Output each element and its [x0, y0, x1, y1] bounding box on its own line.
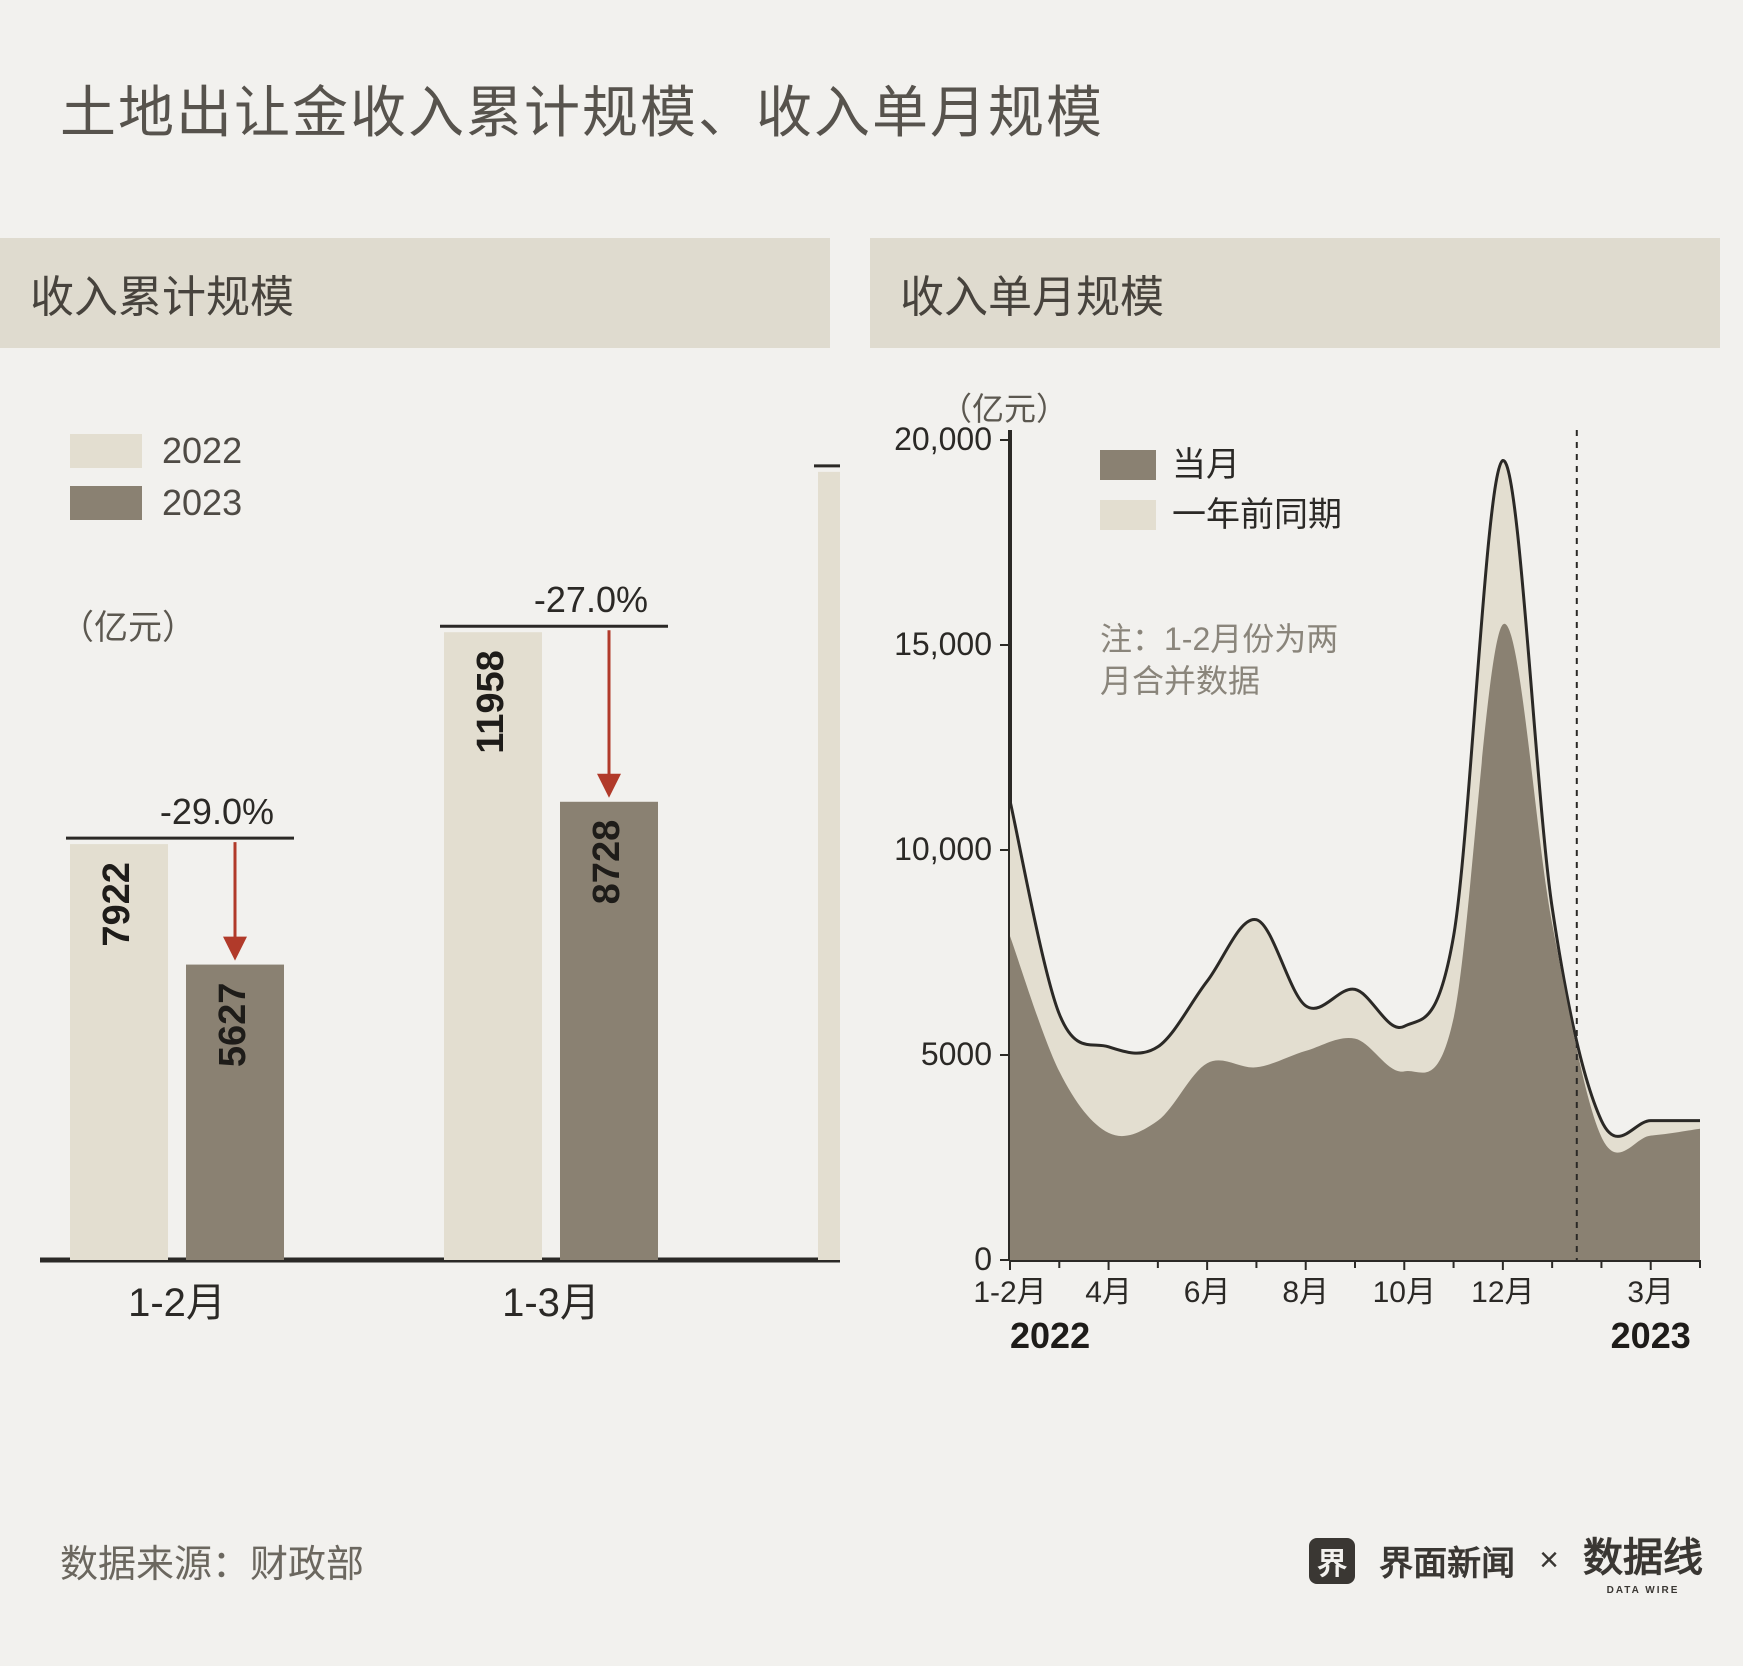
svg-text:5627: 5627	[212, 983, 254, 1068]
svg-text:11958: 11958	[470, 650, 512, 754]
svg-text:-27.0%: -27.0%	[534, 579, 648, 620]
jiemian-logo-icon: 界	[1309, 1538, 1355, 1584]
svg-text:（亿元）: （亿元）	[940, 391, 1068, 427]
data-source: 数据来源：财政部	[60, 1533, 1309, 1588]
footer: 数据来源：财政部 界 界面新闻 × 数据线 DATA WIRE	[60, 1525, 1703, 1596]
svg-text:1-2月: 1-2月	[128, 1281, 226, 1325]
svg-text:2022: 2022	[1010, 1315, 1090, 1356]
svg-text:2023: 2023	[1611, 1315, 1691, 1356]
footer-logos: 界 界面新闻 × 数据线 DATA WIRE	[1309, 1525, 1703, 1596]
area-chart-svg: 0500010,00015,00020,000（亿元）1-2月4月6月8月10月…	[870, 380, 1720, 1380]
datawire-sublabel: DATA WIRE	[1607, 1585, 1680, 1596]
svg-text:10,000: 10,000	[894, 831, 992, 867]
svg-text:0: 0	[974, 1241, 992, 1277]
svg-text:月合并数据: 月合并数据	[1100, 663, 1260, 699]
jiemian-label: 界面新闻	[1379, 1536, 1515, 1585]
bar-chart-svg: 79225627-29.0%1-2月119588728-27.0%1-3月150…	[40, 380, 840, 1380]
area-chart: 0500010,00015,00020,000（亿元）1-2月4月6月8月10月…	[870, 380, 1720, 1380]
times-icon: ×	[1539, 1541, 1559, 1580]
svg-text:1-2月: 1-2月	[973, 1276, 1046, 1309]
bar-chart: 2022 2023 （亿元） 79225627-29.0%1-2月1195887…	[40, 380, 840, 1380]
svg-text:4月: 4月	[1085, 1276, 1132, 1309]
svg-text:12月: 12月	[1471, 1276, 1534, 1309]
svg-text:注：1-2月份为两: 注：1-2月份为两	[1100, 621, 1338, 657]
svg-text:3月: 3月	[1627, 1276, 1674, 1309]
svg-text:一年前同期: 一年前同期	[1172, 496, 1342, 534]
svg-text:5000: 5000	[921, 1036, 992, 1072]
svg-text:8728: 8728	[586, 820, 628, 905]
svg-text:10月: 10月	[1373, 1276, 1436, 1309]
svg-text:-29.0%: -29.0%	[160, 791, 274, 832]
main-title: 土地出让金收入累计规模、收入单月规模	[60, 68, 1104, 149]
datawire-label: 数据线	[1583, 1525, 1703, 1583]
right-panel-title: 收入单月规模	[870, 238, 1720, 348]
left-panel-title: 收入累计规模	[0, 238, 830, 348]
svg-text:6月: 6月	[1184, 1276, 1231, 1309]
svg-text:当月: 当月	[1172, 446, 1240, 484]
svg-text:15,000: 15,000	[894, 626, 992, 662]
svg-text:1-3月: 1-3月	[502, 1281, 600, 1325]
svg-text:8月: 8月	[1282, 1276, 1329, 1309]
svg-text:7922: 7922	[96, 862, 138, 947]
